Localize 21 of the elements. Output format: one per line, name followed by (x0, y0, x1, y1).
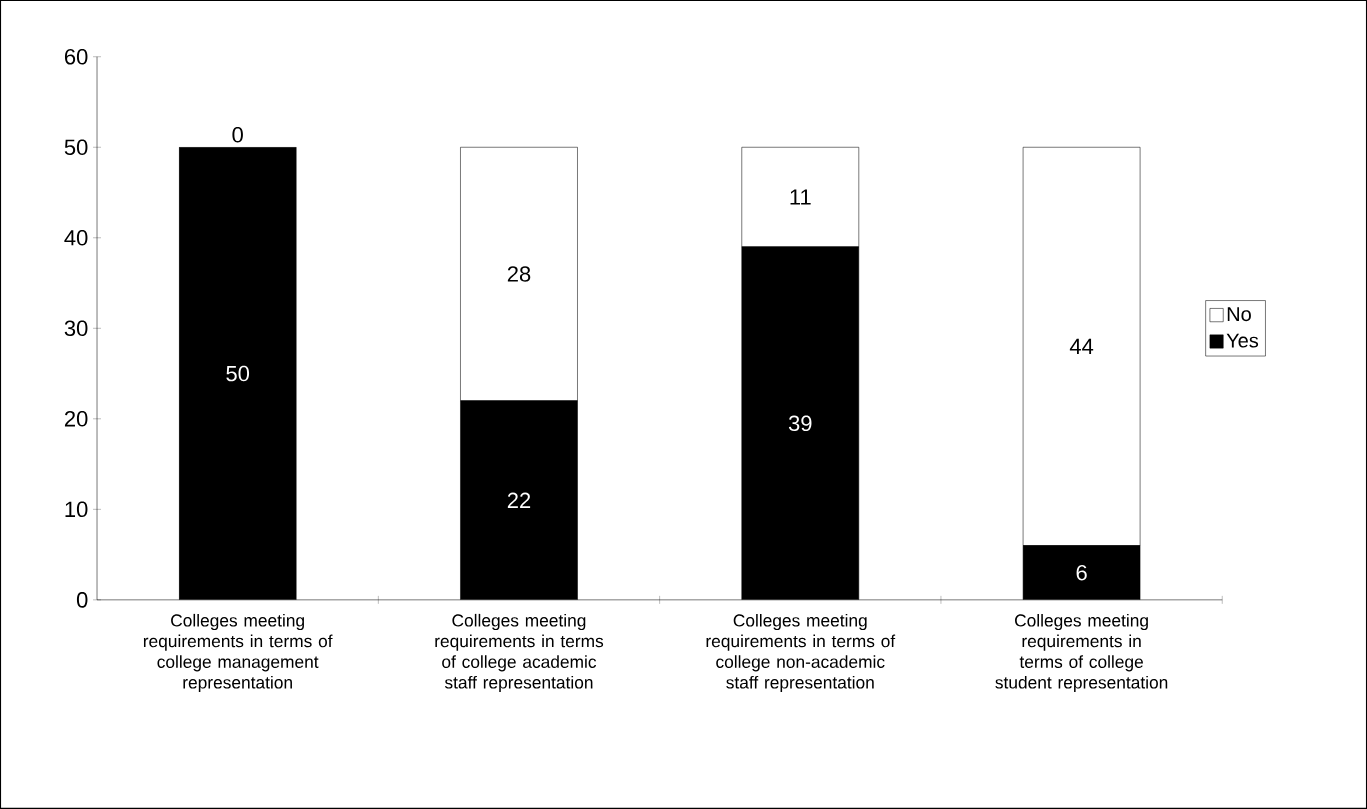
data-label: 11 (790, 189, 811, 205)
data-label: 6 (1076, 564, 1087, 581)
data-label: 44 (1069, 338, 1094, 355)
legend-label: Yes (1226, 333, 1259, 348)
y-tick-label: 30 (64, 320, 88, 337)
x-tick-label: Colleges meeting requirements in terms of college student representation (995, 613, 1168, 693)
data-label: 28 (507, 266, 531, 282)
x-tick-label: Colleges meeting requirements in terms of college non-academic staff representation (706, 613, 896, 693)
x-tick-label: Colleges meeting requirements in terms of college academic staff representation (435, 613, 604, 693)
x-tick-label: Colleges meeting requirements in terms of college management representation (143, 613, 333, 693)
y-tick-label: 50 (64, 139, 88, 156)
data-label: 39 (788, 415, 812, 432)
y-tick-label: 20 (64, 411, 88, 427)
y-tick-label: 40 (64, 230, 88, 246)
data-label: 50 (226, 365, 250, 382)
y-tick-label: 0 (76, 592, 88, 608)
data-label: 22 (507, 492, 531, 509)
data-label: 0 (232, 127, 243, 143)
y-tick-label: 60 (64, 49, 88, 65)
legend-label: No (1227, 307, 1251, 322)
y-tick-label: 10 (65, 501, 88, 518)
